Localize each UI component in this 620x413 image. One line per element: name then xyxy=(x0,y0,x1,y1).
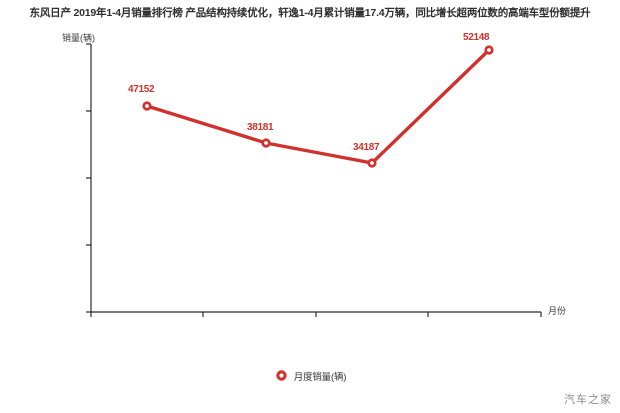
x-axis-unit-label: 月份 xyxy=(548,306,567,316)
data-point-label: 52148 xyxy=(463,32,490,43)
data-point-label: 38181 xyxy=(247,122,274,133)
watermark: 汽车之家 xyxy=(564,394,612,406)
legend-marker-icon xyxy=(274,368,289,383)
data-point-label: 34187 xyxy=(353,142,380,153)
chart-title: 东风日产 2019年1-4月销量排行榜 产品结构持续优化，轩逸1-4月累计销量1… xyxy=(29,7,591,19)
data-point-marker-center xyxy=(264,141,268,145)
data-point-label: 47152 xyxy=(128,84,155,95)
data-line-series-1 xyxy=(145,48,491,165)
data-point-marker-center xyxy=(145,104,149,108)
data-point-marker-center xyxy=(487,48,491,52)
legend-item-label: 月度销量(辆) xyxy=(293,371,347,383)
y-axis-ticks xyxy=(86,43,91,313)
data-point-markers xyxy=(142,45,494,168)
y-axis-unit-label: 销量(辆) xyxy=(62,33,95,43)
x-axis-ticks xyxy=(90,312,542,317)
chart-legend: 月度销量(辆) xyxy=(0,368,620,383)
data-point-marker-center xyxy=(370,161,374,165)
